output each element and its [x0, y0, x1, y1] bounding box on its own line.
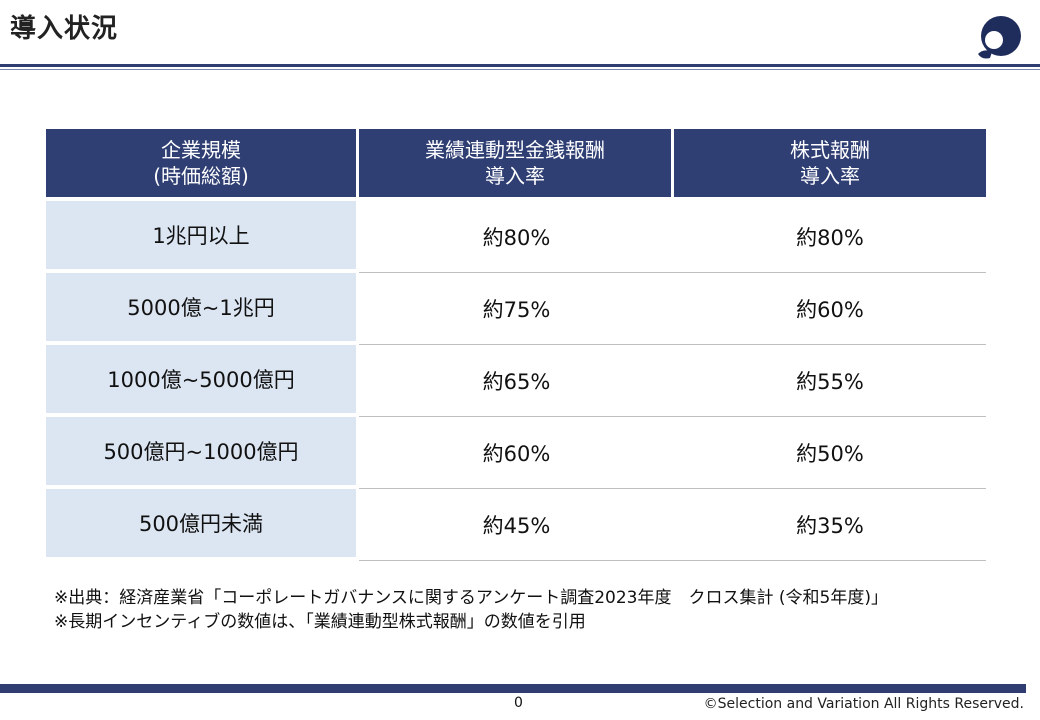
stock-rate-cell: 約80% — [674, 201, 986, 273]
row-label: 5000億~1兆円 — [46, 273, 359, 345]
source-note: ※出典：経済産業省「コーポレートガバナンスに関するアンケート調査2023年度 ク… — [54, 588, 888, 608]
brand-logo-icon — [978, 16, 1021, 59]
table-row: 500億円~1000億円 約60% 約50% — [46, 417, 986, 489]
header-line: 導入率 — [485, 164, 545, 188]
table-row: 1兆円以上 約80% 約80% — [46, 201, 986, 273]
table-row: 5000億~1兆円 約75% 約60% — [46, 273, 986, 345]
cash-rate-cell: 約75% — [359, 273, 674, 345]
row-label: 500億円~1000億円 — [46, 417, 359, 489]
table-row: 500億円未満 約45% 約35% — [46, 489, 986, 561]
header-line: 企業規模 — [161, 138, 241, 162]
header-divider-thin — [0, 69, 1040, 70]
row-label: 500億円未満 — [46, 489, 359, 561]
header-company-size: 企業規模 (時価総額) — [46, 129, 359, 197]
stock-rate-cell: 約35% — [674, 489, 986, 561]
cash-rate-cell: 約45% — [359, 489, 674, 561]
copyright-text: ©Selection and Variation All Rights Rese… — [703, 696, 1024, 712]
stock-rate-cell: 約50% — [674, 417, 986, 489]
header-line: (時価総額) — [153, 164, 249, 188]
page-number: 0 — [514, 695, 523, 711]
header-line: 株式報酬 — [790, 138, 870, 162]
header-stock-rate: 株式報酬 導入率 — [674, 129, 986, 197]
cash-rate-cell: 約65% — [359, 345, 674, 417]
footer-bar — [0, 684, 1026, 693]
cash-rate-cell: 約80% — [359, 201, 674, 273]
header-line: 導入率 — [800, 164, 860, 188]
table-header-row: 企業規模 (時価総額) 業績連動型金銭報酬 導入率 株式報酬 導入率 — [46, 129, 986, 197]
source-note: ※長期インセンティブの数値は、「業績連動型株式報酬」の数値を引用 — [54, 612, 586, 632]
header-divider — [0, 64, 1040, 67]
stock-rate-cell: 約55% — [674, 345, 986, 417]
header-line: 業績連動型金銭報酬 — [425, 138, 605, 162]
row-label: 1000億~5000億円 — [46, 345, 359, 417]
source-notes: ※出典：経済産業省「コーポレートガバナンスに関するアンケート調査2023年度 ク… — [54, 586, 888, 634]
page-title: 導入状況 — [10, 14, 119, 44]
stock-rate-cell: 約60% — [674, 273, 986, 345]
table-row: 1000億~5000億円 約65% 約55% — [46, 345, 986, 417]
row-label: 1兆円以上 — [46, 201, 359, 273]
header-performance-cash-rate: 業績連動型金銭報酬 導入率 — [359, 129, 674, 197]
cash-rate-cell: 約60% — [359, 417, 674, 489]
adoption-rate-table: 企業規模 (時価総額) 業績連動型金銭報酬 導入率 株式報酬 導入率 1兆円以上… — [46, 129, 986, 561]
